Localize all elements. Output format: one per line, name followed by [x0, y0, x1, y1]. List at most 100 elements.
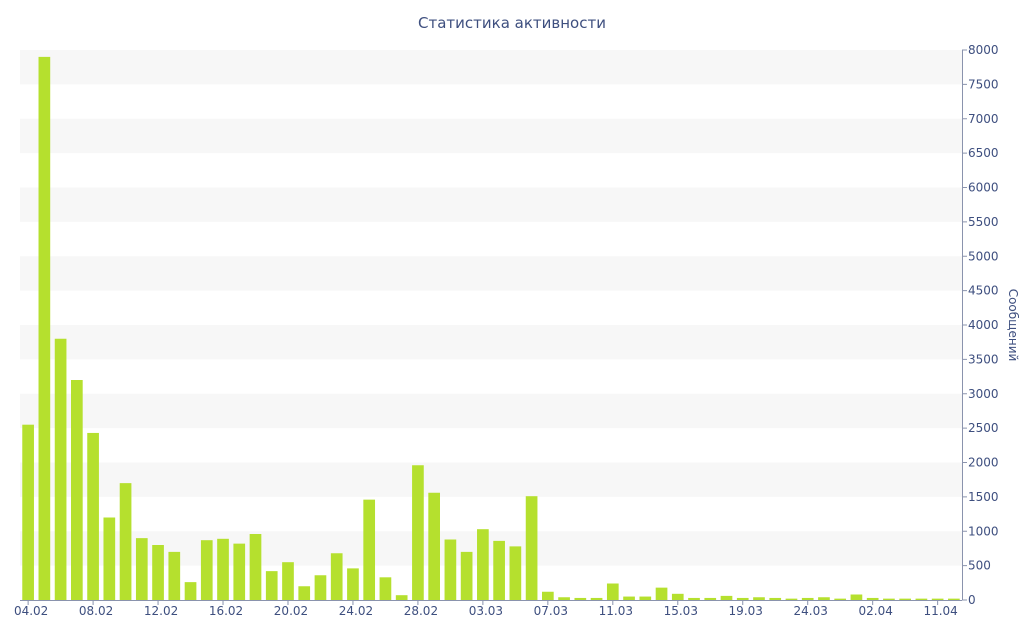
grid-band [20, 256, 962, 291]
grid-band [20, 187, 962, 222]
bar [606, 583, 619, 600]
bar [623, 596, 635, 600]
bar [688, 597, 700, 600]
y-tick-label: 1000 [968, 524, 999, 538]
bar [87, 432, 99, 600]
bar [282, 562, 294, 600]
bar [671, 593, 684, 600]
y-tick-label: 1500 [968, 490, 999, 504]
bar [753, 597, 765, 600]
y-tick-label: 2000 [968, 456, 999, 470]
bar [818, 597, 830, 600]
bar [948, 598, 960, 601]
bar [704, 597, 717, 600]
bar [785, 598, 798, 601]
axes [20, 49, 967, 605]
bar [330, 553, 343, 600]
bar [477, 529, 489, 600]
x-tick-label: 20.02 [274, 604, 308, 618]
bar [412, 465, 424, 600]
bar [168, 551, 181, 601]
bar [314, 575, 327, 600]
bar [883, 598, 895, 601]
bar [460, 551, 473, 601]
bar [931, 598, 944, 601]
bar [119, 483, 132, 601]
bar [834, 598, 847, 601]
bar [558, 597, 570, 600]
bar [866, 597, 879, 600]
y-tick-label: 4000 [968, 318, 999, 332]
y-tick-label: 5500 [968, 215, 999, 229]
x-tick-label: 15.03 [664, 604, 698, 618]
x-tick-label: 07.03 [534, 604, 568, 618]
bar [103, 517, 116, 600]
bar [54, 338, 67, 600]
tick-labels: 0 500 1000 1500 2000 2500 3000 3500 4000 4500 5000… [14, 43, 999, 618]
x-tick-label: 02.04 [858, 604, 892, 618]
grid-bands [20, 50, 962, 566]
bar [249, 534, 262, 600]
x-tick-label: 19.03 [729, 604, 763, 618]
bar [428, 492, 440, 600]
bar [899, 598, 911, 601]
bar [22, 424, 34, 600]
y-tick-label: 500 [968, 559, 991, 573]
bar [38, 56, 51, 601]
bar [200, 540, 213, 600]
bar [525, 496, 538, 600]
bar [850, 594, 863, 600]
bar [135, 538, 148, 601]
bar [542, 591, 554, 600]
bar [590, 597, 603, 600]
x-tick-label: 24.02 [339, 604, 373, 618]
x-tick-label: 24.03 [794, 604, 828, 618]
y-tick-label: 4500 [968, 284, 999, 298]
y-tick-label: 3000 [968, 387, 999, 401]
x-tick-label: 03.03 [469, 604, 503, 618]
bar [395, 595, 408, 600]
y-tick-label: 2500 [968, 421, 999, 435]
x-tick-label: 12.02 [144, 604, 178, 618]
y-tick-label: 6500 [968, 146, 999, 160]
x-tick-label: 16.02 [209, 604, 243, 618]
chart-title: Статистика активности [418, 14, 606, 32]
y-tick-label: 0 [968, 593, 976, 607]
y-tick-label: 3500 [968, 352, 999, 366]
bar [298, 586, 311, 600]
y-tick-label: 7000 [968, 112, 999, 126]
bar [736, 597, 749, 600]
y-tick-label: 8000 [968, 43, 999, 57]
x-tick-label: 11.03 [599, 604, 633, 618]
bar [152, 545, 164, 600]
bar [655, 587, 668, 601]
grid-band [20, 118, 962, 154]
x-tick-label: 08.02 [79, 604, 113, 618]
bar [444, 539, 457, 600]
bar [184, 582, 197, 601]
bar [769, 597, 782, 600]
bar [265, 571, 278, 601]
bar [915, 598, 928, 601]
y-tick-label: 6000 [968, 181, 999, 195]
bar [574, 597, 587, 600]
grid-band [20, 325, 962, 360]
bar [379, 577, 392, 600]
bar [347, 568, 359, 601]
bar [217, 538, 229, 600]
bars [22, 56, 960, 601]
x-tick-label: 28.02 [404, 604, 438, 618]
bar [801, 597, 814, 600]
x-tick-label: 04.02 [14, 604, 48, 618]
bar [233, 543, 246, 601]
y-tick-label: 5000 [968, 249, 999, 263]
x-tick-label: 11.04 [923, 604, 957, 618]
bar [363, 499, 376, 601]
grid-band [20, 393, 962, 429]
bar [639, 596, 652, 600]
bar [720, 595, 733, 601]
bar [509, 546, 522, 601]
bar [493, 540, 505, 601]
y-axis-title: Сообщений [1006, 289, 1020, 362]
